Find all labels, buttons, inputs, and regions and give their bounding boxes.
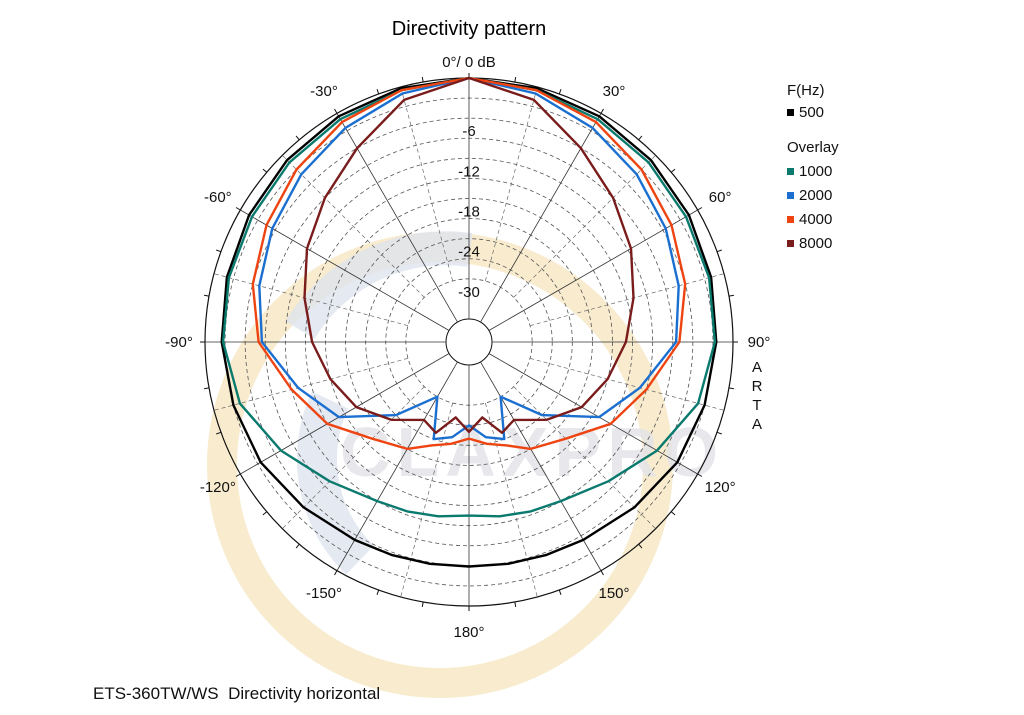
angle-label: 150°	[598, 585, 629, 602]
footer-caption: ETS-360TW/WS Directivity horizontal	[93, 684, 381, 703]
angle-label: -90°	[165, 334, 193, 351]
legend-entry: 500	[799, 104, 824, 121]
legend-swatch	[787, 216, 794, 223]
grid-tick	[376, 589, 380, 595]
grid-tick	[203, 294, 210, 297]
axis-labels: -6 -12 -18 -24 -30 30° 60° 90° 120° 150° 180° -150°…	[165, 83, 770, 641]
grid-tick	[716, 249, 722, 253]
grid-spoke-minor	[529, 273, 725, 326]
grid-tick	[638, 543, 643, 549]
angle-label: 60°	[709, 189, 732, 206]
grid-inner-circle	[445, 318, 493, 366]
grid-tick	[262, 168, 268, 173]
angle-label: 120°	[705, 479, 736, 496]
legend-overlay-header: Overlay	[787, 139, 839, 156]
grid-spoke-minor	[513, 386, 656, 529]
grid-tick	[235, 207, 241, 211]
series-line-4000	[251, 76, 687, 451]
top-zero-label: 0°/ 0 dB	[442, 54, 496, 71]
grid-tick	[334, 108, 338, 114]
grid-tick	[670, 511, 676, 516]
grid-tick	[558, 89, 562, 95]
grid-spoke-minor	[513, 155, 656, 298]
grid-tick	[421, 76, 424, 83]
grid-tick	[697, 473, 703, 477]
grid-tick	[716, 431, 722, 435]
grid-spoke-minor	[485, 86, 538, 282]
grid-tick	[728, 294, 735, 297]
angle-label: -150°	[306, 585, 342, 602]
grid-tick	[334, 570, 338, 576]
side-text-letter: A	[752, 416, 762, 433]
grid-tick	[514, 601, 517, 608]
angle-label: -60°	[204, 189, 232, 206]
legend-entry: 2000	[799, 187, 832, 204]
legend-entry: 1000	[799, 163, 832, 180]
grid-tick	[638, 135, 643, 141]
grid-tick	[670, 168, 676, 173]
angle-label: 30°	[603, 83, 626, 100]
grid-spoke-minor	[213, 273, 409, 326]
grid-spoke-minor	[282, 386, 425, 529]
grid-spoke	[488, 353, 698, 475]
series-layer	[220, 76, 718, 568]
grid-spoke	[240, 209, 450, 331]
grid-spoke-minor	[529, 358, 725, 411]
chart-title: Directivity pattern	[392, 18, 547, 40]
grid-spoke-minor	[282, 155, 425, 298]
grid-tick	[421, 601, 424, 608]
angle-label: -30°	[310, 83, 338, 100]
angle-label: 180°	[453, 624, 484, 641]
legend-swatch	[787, 109, 794, 116]
grid-tick	[216, 431, 222, 435]
grid-tick	[600, 108, 604, 114]
watermark-arc	[296, 391, 375, 575]
radial-tick-label: -24	[458, 244, 480, 261]
grid-tick	[203, 387, 210, 390]
grid-tick	[235, 473, 241, 477]
grid-tick	[600, 570, 604, 576]
grid-tick	[728, 387, 735, 390]
radial-tick-label: -18	[458, 204, 480, 221]
watermark-arc	[285, 231, 473, 340]
side-text-letter: T	[752, 397, 761, 414]
radial-tick-label: -12	[458, 163, 480, 180]
side-text-letter: A	[752, 359, 762, 376]
grid-spoke-minor	[485, 402, 538, 598]
legend: F(Hz) 500 Overlay 1000 2000 4000 8000	[787, 82, 839, 252]
grid-spoke-minor	[400, 402, 453, 598]
radial-tick-label: -6	[462, 123, 475, 140]
legend-swatch	[787, 192, 794, 199]
grid-tick	[295, 135, 300, 141]
legend-entry: 4000	[799, 211, 832, 228]
grid-spoke-minor	[213, 358, 409, 411]
grid-tick	[216, 249, 222, 253]
angle-label: -120°	[200, 479, 236, 496]
series-line-500	[220, 76, 718, 568]
grid-tick	[262, 511, 268, 516]
series-line-2000	[258, 76, 680, 441]
legend-entry: 8000	[799, 235, 832, 252]
legend-header: F(Hz)	[787, 82, 825, 99]
grid-tick	[558, 589, 562, 595]
polar-grid	[200, 73, 738, 611]
series-line-1000	[221, 76, 717, 518]
grid-tick	[514, 76, 517, 83]
grid-tick	[697, 207, 703, 211]
legend-swatch	[787, 168, 794, 175]
grid-tick	[376, 89, 380, 95]
radial-tick-label: -30	[458, 284, 480, 301]
grid-spoke-minor	[400, 86, 453, 282]
watermark-logo: CLAXPRO	[207, 231, 718, 698]
series-line-8000	[303, 76, 635, 434]
grid-tick	[295, 543, 300, 549]
angle-label: 90°	[748, 334, 771, 351]
legend-swatch	[787, 240, 794, 247]
grid-spoke	[488, 209, 698, 331]
side-text-letter: R	[752, 378, 763, 395]
grid-spoke	[240, 353, 450, 475]
